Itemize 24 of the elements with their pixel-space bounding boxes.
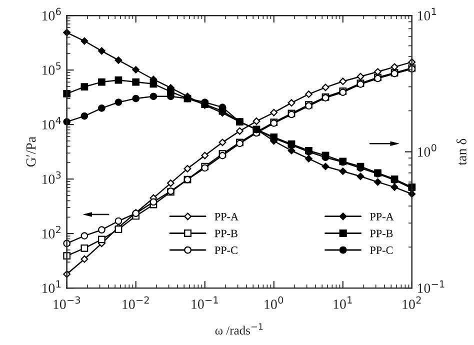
legend-label: PP-B bbox=[214, 230, 238, 238]
x-tick-label: 10$^{1}$ bbox=[334, 296, 352, 309]
y-tick-label: 10$^{1}$ bbox=[418, 8, 436, 20]
y-tick-label: 10$^{3}$ bbox=[42, 171, 61, 184]
legend-label: PP-C bbox=[370, 246, 393, 254]
x-tick-label: 10$^{−1}$ bbox=[192, 296, 218, 309]
x-tick-label: 10$^{−3}$ bbox=[54, 296, 80, 310]
y-tick-label: 10$^{−1}$ bbox=[418, 280, 444, 293]
y-tick-label: 10$^{5}$ bbox=[42, 62, 61, 75]
y-tick-label: 10$^{2}$ bbox=[42, 226, 61, 239]
y-axis-title: tan δ bbox=[456, 138, 466, 166]
x-tick-label: 10$^{0}$ bbox=[264, 296, 284, 310]
y-tick-label: 10$^{0}$ bbox=[418, 144, 436, 157]
x-tick-label: 10$^{−2}$ bbox=[122, 296, 149, 310]
y-tick-label: 10$^{4}$ bbox=[42, 116, 61, 130]
y-tick-label: 10$^{6}$ bbox=[42, 8, 61, 20]
x-axis-title: ω /rads$^{−1}$ bbox=[215, 323, 263, 335]
legend-label: PP-B bbox=[370, 230, 393, 238]
legend-label: PP-A bbox=[370, 212, 394, 220]
y-tick-label: 10$^{1}$ bbox=[42, 280, 61, 293]
legend-label: PP-A bbox=[214, 212, 238, 220]
y-axis-title: G′/Pa bbox=[26, 136, 36, 167]
x-tick-label: 10$^{2}$ bbox=[402, 296, 421, 310]
legend-label: PP-C bbox=[214, 246, 238, 254]
